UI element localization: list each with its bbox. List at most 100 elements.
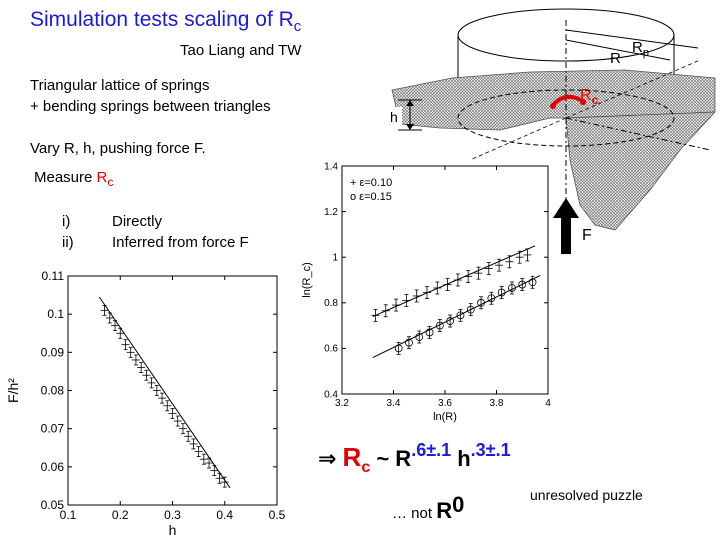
x-tick-label: 0.5 bbox=[269, 508, 286, 522]
data-point bbox=[477, 296, 485, 310]
label-rp: Rp bbox=[632, 39, 649, 59]
y-tick-label: 0.4 bbox=[324, 389, 338, 400]
vary-line: Vary R, h, pushing force F. bbox=[30, 140, 206, 157]
data-point bbox=[199, 453, 208, 465]
data-point bbox=[215, 472, 224, 484]
data-point bbox=[528, 275, 537, 289]
data-point bbox=[453, 273, 462, 287]
data-point bbox=[210, 465, 219, 477]
data-point bbox=[466, 303, 475, 317]
plot-frame bbox=[67, 275, 278, 506]
data-point bbox=[194, 446, 203, 457]
slide-title: Simulation tests scaling of Rc bbox=[30, 8, 302, 36]
measure-line: Measure Rc bbox=[34, 169, 114, 189]
y-tick-label: 0.1 bbox=[47, 307, 64, 321]
label-r: R bbox=[610, 50, 621, 67]
data-point bbox=[105, 312, 114, 324]
y-tick-label: 1 bbox=[332, 253, 338, 264]
data-point bbox=[446, 314, 455, 328]
data-point bbox=[111, 320, 120, 332]
label-f: F bbox=[582, 227, 592, 244]
data-point bbox=[173, 415, 182, 427]
data-point bbox=[184, 430, 193, 442]
data-point bbox=[487, 291, 496, 305]
y-tick-label: 0.07 bbox=[41, 422, 65, 436]
data-point bbox=[515, 250, 524, 264]
data-point bbox=[508, 281, 516, 295]
force-scaling-chart: 0.1 0.2 0.3 0.4 0.5 0.05 0.06 0.07 0.08 0.09 0.1 0.… bbox=[5, 269, 286, 538]
data-point bbox=[142, 369, 151, 381]
y-tick-label: 0.6 bbox=[324, 344, 338, 355]
data-point bbox=[178, 423, 187, 435]
data-point bbox=[116, 327, 125, 339]
x-tick-label: 3.8 bbox=[490, 398, 504, 409]
y-axis-label: F/h² bbox=[5, 378, 21, 403]
y-tick-label: 0.11 bbox=[42, 269, 65, 283]
label-h: h bbox=[390, 109, 398, 125]
data-point bbox=[415, 330, 424, 344]
data-point bbox=[422, 286, 431, 299]
x-tick-label: 0.1 bbox=[60, 508, 77, 522]
data-point bbox=[100, 304, 109, 316]
data-point bbox=[518, 278, 527, 291]
data-point bbox=[435, 319, 444, 333]
data-point bbox=[163, 400, 172, 412]
x-tick-label: 4 bbox=[545, 398, 551, 409]
data-point bbox=[505, 255, 514, 269]
puzzle-note: unresolved puzzle bbox=[530, 487, 643, 503]
not-r0-line: … not R0 bbox=[392, 492, 465, 523]
x-axis-label: ln(R) bbox=[433, 411, 457, 423]
data-point bbox=[131, 354, 140, 366]
data-point bbox=[474, 266, 483, 280]
list-item: ii) Inferred from force F bbox=[62, 234, 249, 251]
y-tick-label: 0.8 bbox=[324, 298, 338, 309]
legend-entry: o ε=0.15 bbox=[350, 191, 392, 203]
data-point bbox=[168, 407, 177, 419]
data-point bbox=[464, 270, 473, 283]
x-tick-label: 3.4 bbox=[387, 398, 401, 409]
sheet-illustration: R Rp Rc h F bbox=[388, 8, 716, 254]
description-line-1: Triangular lattice of springs bbox=[30, 77, 210, 94]
y-tick-label: 0.06 bbox=[41, 460, 65, 474]
description-line-2: + bending springs between triangles bbox=[30, 98, 271, 115]
data-point bbox=[121, 339, 130, 351]
data-point bbox=[405, 336, 413, 350]
scaling-formula: ⇒ Rc ~ R.6±.1 h.3±.1 bbox=[318, 440, 511, 477]
x-tick-label: 3.6 bbox=[438, 398, 452, 409]
data-point bbox=[220, 476, 229, 488]
data-point bbox=[402, 294, 411, 307]
data-point bbox=[443, 278, 452, 291]
y-tick-label: 1.4 bbox=[324, 161, 338, 172]
data-point bbox=[523, 248, 532, 262]
data-point bbox=[381, 304, 390, 318]
data-point bbox=[152, 385, 161, 396]
data-point bbox=[495, 258, 504, 272]
label-rc: Rc bbox=[580, 87, 599, 107]
data-point bbox=[158, 392, 167, 404]
data-point bbox=[456, 308, 465, 322]
y-axis-label: ln(R_c) bbox=[301, 262, 313, 297]
data-point bbox=[392, 298, 401, 312]
x-tick-label: 3.2 bbox=[335, 398, 349, 409]
data-point bbox=[137, 362, 146, 373]
data-point bbox=[126, 346, 135, 358]
fit-line bbox=[98, 296, 231, 489]
y-tick-label: 0.09 bbox=[41, 345, 65, 359]
data-point bbox=[371, 308, 380, 322]
data-point bbox=[147, 377, 156, 389]
authors: Tao Liang and TW bbox=[180, 42, 302, 59]
rc-scaling-chart: 3.2 3.4 3.6 3.8 4 0.4 0.6 0.8 1 1.2 1.4 ln(R) ln(R_c… bbox=[301, 161, 551, 423]
x-tick-label: 0.3 bbox=[164, 508, 181, 522]
data-point bbox=[484, 262, 493, 275]
y-tick-label: 0.08 bbox=[41, 384, 65, 398]
x-tick-label: 0.4 bbox=[216, 508, 233, 522]
data-point bbox=[394, 341, 403, 355]
data-point bbox=[497, 286, 506, 299]
data-point bbox=[412, 289, 421, 303]
legend-entry: + ε=0.10 bbox=[350, 177, 392, 189]
x-axis-label: h bbox=[169, 522, 177, 538]
data-point bbox=[425, 326, 434, 339]
fit-line bbox=[372, 274, 541, 358]
x-tick-label: 0.2 bbox=[112, 508, 129, 522]
data-point bbox=[189, 438, 198, 450]
